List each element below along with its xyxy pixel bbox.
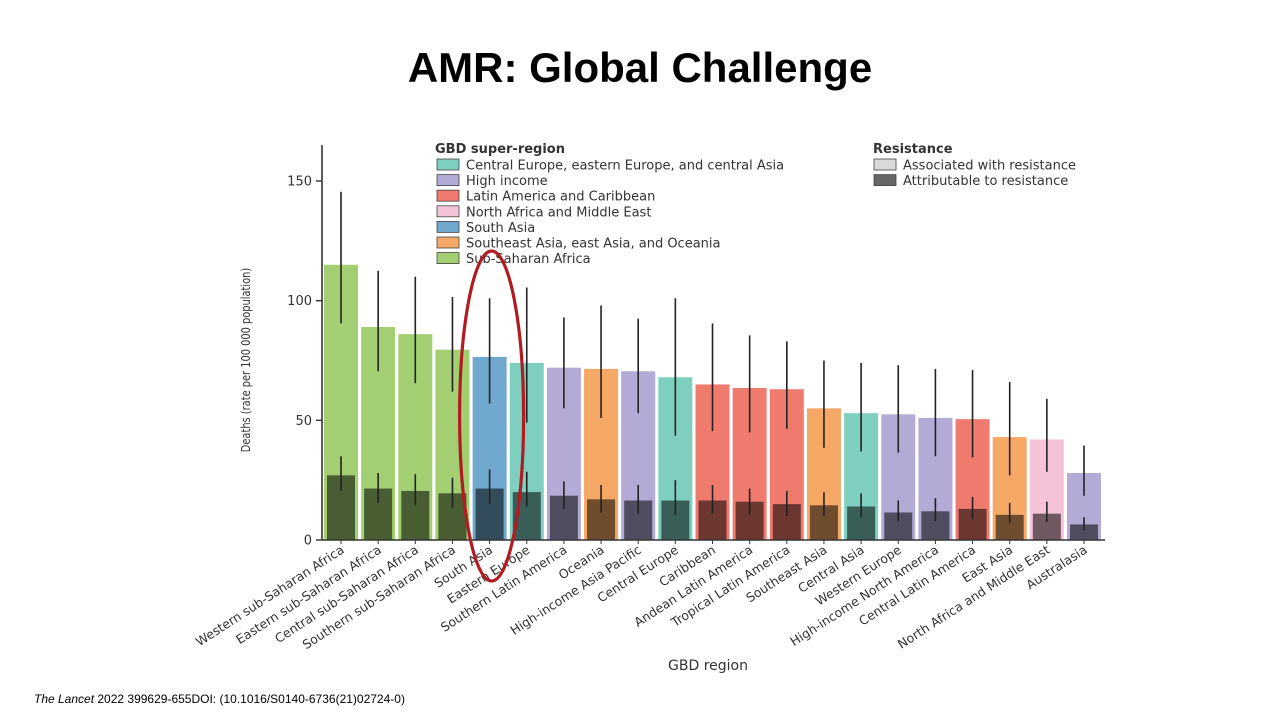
legend-swatch-lac — [436, 189, 460, 202]
legend-swatch-name — [436, 205, 460, 218]
y-axis-label: Deaths (rate per 100 000 population) — [239, 268, 253, 452]
y-tick-label-50: 50 — [295, 414, 312, 429]
y-tick-label-150: 150 — [287, 175, 312, 190]
legend-super-region-title: GBD super-region — [435, 142, 565, 157]
legend-label-ssa: Sub-Saharan Africa — [466, 252, 591, 267]
legend-swatch-attributable-to-resistance — [873, 174, 897, 187]
x-tick-label-eastern-sub-saharan-africa: Eastern sub-Saharan Africa — [233, 542, 384, 647]
slide-title: AMR: Global Challenge — [407, 44, 873, 91]
error-bars — [340, 191, 1085, 531]
legend-swatch-ssa — [436, 252, 460, 265]
y-tick-label-0: 0 — [304, 534, 312, 549]
legend-label-hi: High income — [466, 174, 548, 189]
highlight-annotation — [458, 249, 526, 583]
bar-attributable-australasia — [1070, 524, 1098, 540]
legend-label-associated-with-resistance: Associated with resistance — [903, 159, 1076, 174]
x-axis-label: GBD region — [668, 658, 748, 674]
legend-label-ceeca: Central Europe, eastern Europe, and cent… — [466, 159, 784, 174]
citation-journal: The Lancet — [34, 692, 95, 706]
legend-resistance-title: Resistance — [873, 142, 953, 157]
axes: 0 50 100 150 Deaths (rate per 100 000 popula… — [239, 145, 1105, 674]
citation-details: 2022 399629-655DOI: (10.1016/S0140-6736(… — [94, 692, 405, 706]
legend-swatch-hi — [436, 174, 460, 187]
y-tick-label-100: 100 — [287, 294, 312, 309]
legend-swatch-ceeca — [436, 158, 460, 171]
citation: The Lancet 2022 399629-655DOI: (10.1016/… — [34, 692, 405, 706]
legend-swatch-seao — [436, 236, 460, 249]
legend-label-seao: Southeast Asia, east Asia, and Oceania — [466, 237, 720, 252]
highlight-ellipse — [458, 249, 526, 583]
legend-swatch-associated-with-resistance — [873, 158, 897, 171]
legend-label-lac: Latin America and Caribbean — [466, 190, 655, 205]
legend-swatch-sa — [436, 220, 460, 233]
legend-label-name: North Africa and Middle East — [466, 205, 651, 220]
legend-label-attributable-to-resistance: Attributable to resistance — [903, 174, 1068, 189]
amr-deaths-bar-chart: GBD super-region Central Europe, eastern … — [193, 142, 1105, 674]
legend: GBD super-region Central Europe, eastern … — [435, 142, 1076, 267]
legend-label-sa: South Asia — [466, 221, 535, 236]
